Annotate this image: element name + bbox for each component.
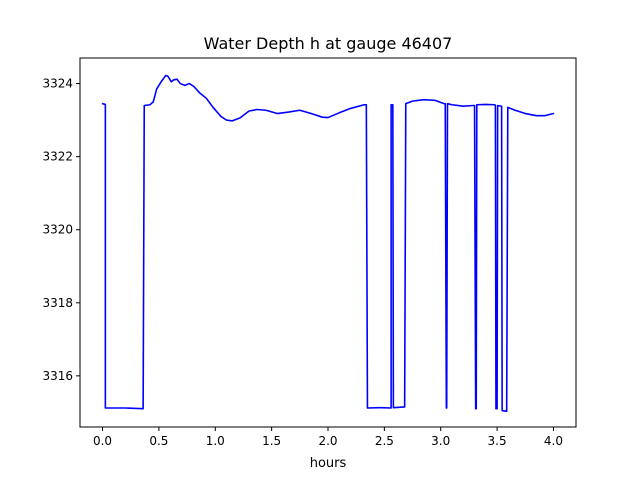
x-axis: 0.0 0.5 1.0 1.5 2.0 2.5 3.0 3.5 4.0: [93, 427, 563, 448]
chart-title: Water Depth h at gauge 46407: [204, 34, 453, 53]
x-tick-label: 0.5: [149, 434, 168, 448]
x-tick-label: 1.5: [262, 434, 281, 448]
x-tick-label: 3.0: [431, 434, 450, 448]
y-tick-label: 3324: [42, 77, 73, 91]
x-tick-label: 0.0: [93, 434, 112, 448]
series-line: [101, 74, 555, 413]
plot-area: [101, 74, 555, 413]
x-tick-label: 4.0: [544, 434, 563, 448]
y-tick-label: 3322: [42, 150, 73, 164]
y-axis: 3316 3318 3320 3322 3324: [42, 77, 80, 383]
x-tick-label: 1.0: [206, 434, 225, 448]
x-tick-label: 2.0: [318, 434, 337, 448]
y-tick-label: 3316: [42, 369, 73, 383]
y-tick-label: 3318: [42, 296, 73, 310]
x-tick-label: 3.5: [488, 434, 507, 448]
y-tick-label: 3320: [42, 223, 73, 237]
x-tick-label: 2.5: [375, 434, 394, 448]
x-axis-label: hours: [310, 456, 347, 471]
